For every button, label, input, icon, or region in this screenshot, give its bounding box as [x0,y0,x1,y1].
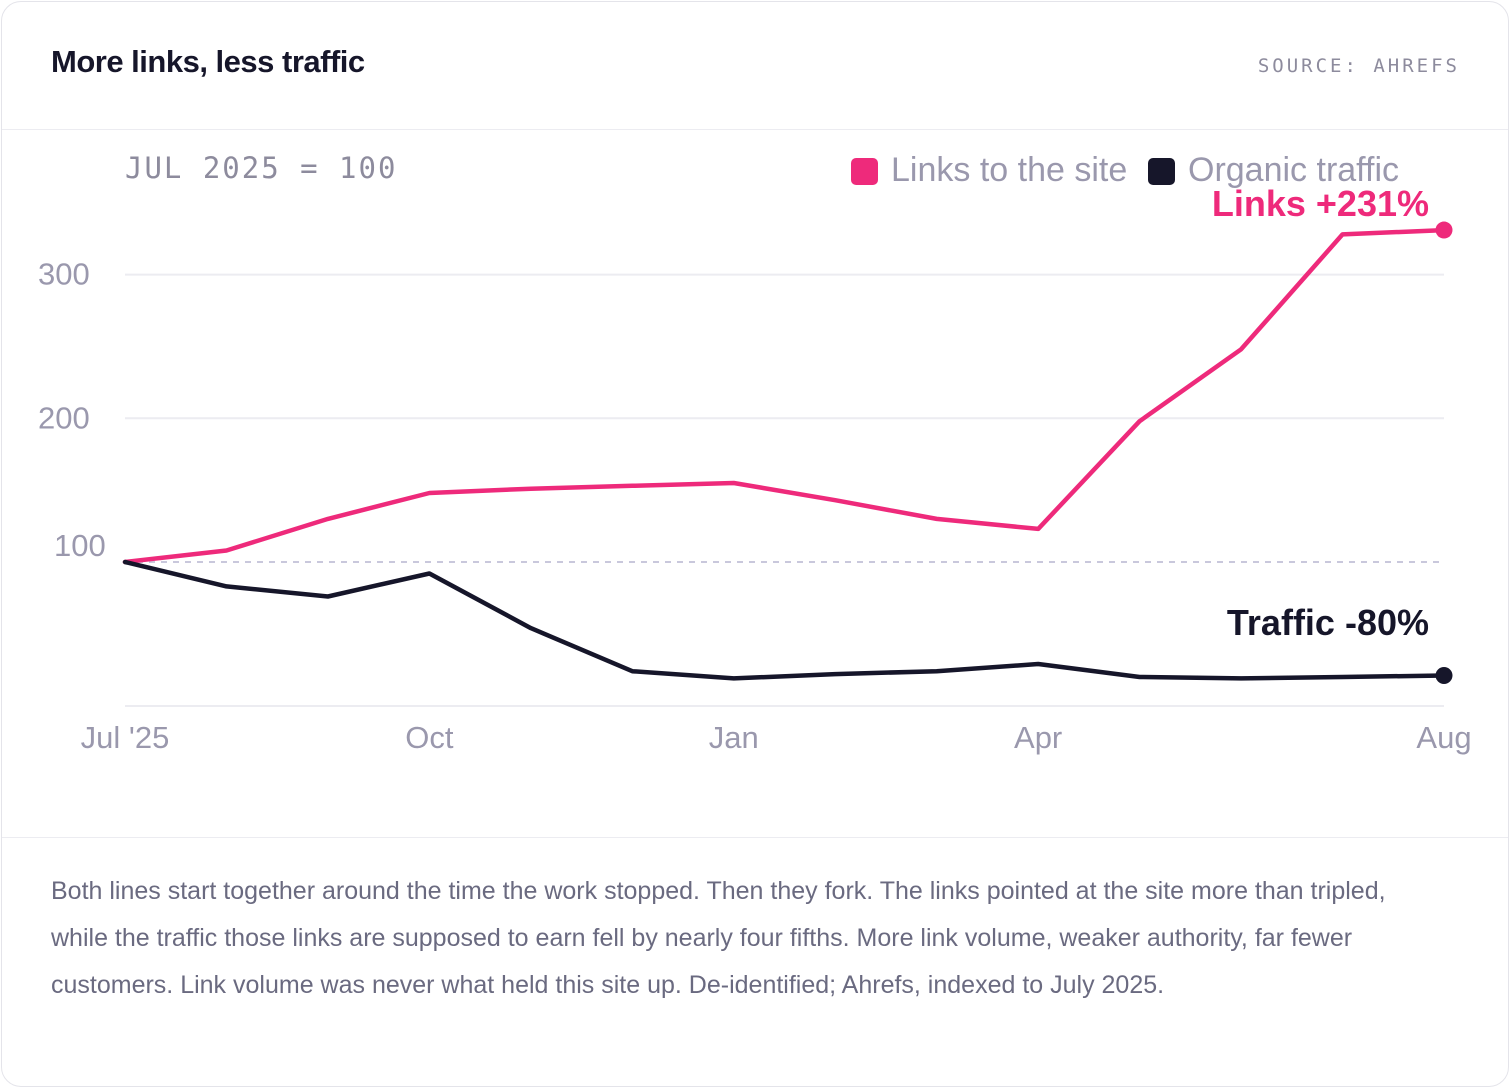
gridlines [125,273,1444,707]
chart-caption: Both lines start together around the tim… [51,877,1386,999]
legend-swatch [1148,158,1175,185]
line-chart: JUL 2025 = 100 100 200 300 Jul '25 Oct Jan Ap… [38,151,1472,755]
chart-area: JUL 2025 = 100 100 200 300 Jul '25 Oct Jan Ap… [2,130,1508,837]
series-line-traffic [122,559,1447,681]
end-label-links: Links +231% [1212,183,1429,224]
legend-label: Links to the site [891,151,1127,189]
end-annotations: Links +231% Traffic -80% [1212,183,1429,643]
source-label: SOURCE: AHREFS [1257,55,1460,77]
x-tick-label: Apr [1014,720,1062,755]
x-axis-ticks: Jul '25 Oct Jan Apr Aug [81,720,1472,755]
legend: Links to the site Organic traffic [851,151,1399,189]
series-line-links [122,227,1447,565]
end-label-traffic: Traffic -80% [1227,602,1429,643]
card-footer: Both lines start together around the tim… [2,837,1508,1086]
x-tick-label: Oct [405,720,454,755]
y-tick-label: 300 [38,257,90,292]
x-tick-label: Jul '25 [81,720,170,755]
x-tick-label: Jan [709,720,759,755]
series-end-point [1435,667,1453,685]
card-header: More links, less traffic SOURCE: AHREFS [2,2,1508,130]
series-end-point [1435,221,1453,239]
y-axis-ticks: 100 200 300 [38,257,106,563]
legend-label: Organic traffic [1188,151,1399,189]
y-tick-label: 100 [54,528,106,563]
x-tick-label: Aug [1416,720,1471,755]
y-tick-label: 200 [38,400,90,435]
chart-title: More links, less traffic [51,44,365,79]
index-note: JUL 2025 = 100 [125,151,397,185]
legend-swatch [851,158,878,185]
series-lines [122,221,1453,685]
